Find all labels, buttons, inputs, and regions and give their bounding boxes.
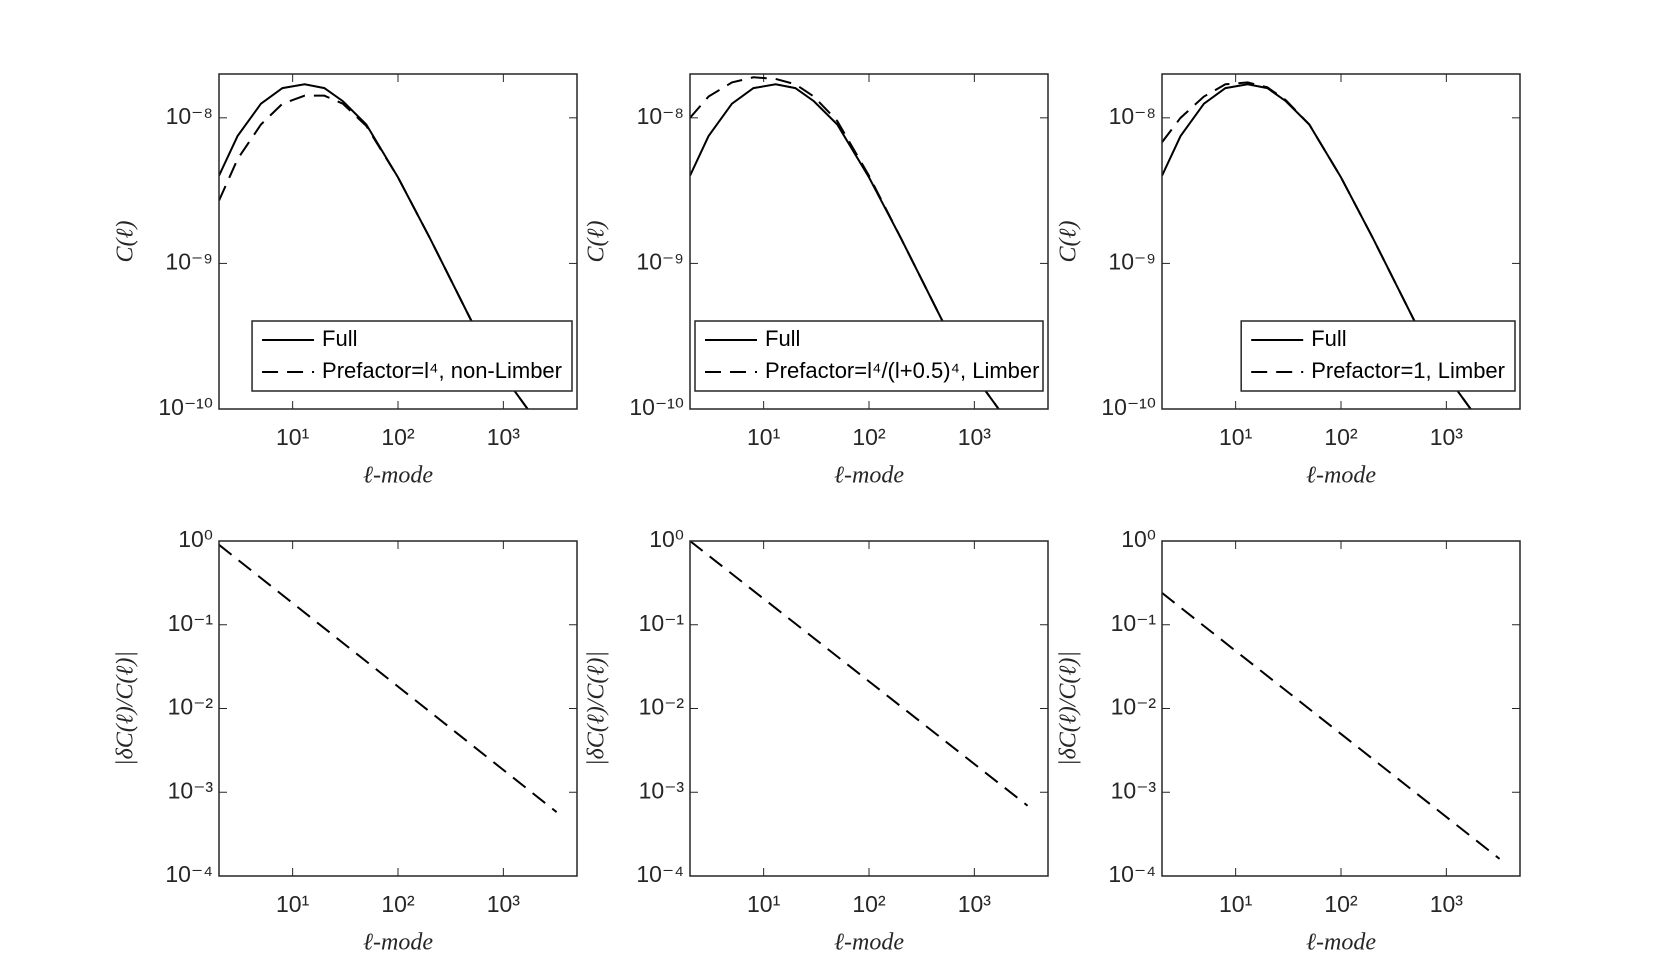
y-tick-label: 10⁻² (639, 694, 685, 720)
y-tick-label: 10⁻⁴ (636, 861, 684, 887)
y-axis-label: |δC(ℓ)/C(ℓ)| (584, 651, 610, 766)
legend-box (694, 320, 1044, 392)
plot-area (219, 541, 577, 876)
plot-area (690, 541, 1048, 876)
series-line (690, 541, 1029, 807)
legend-box (1240, 320, 1516, 392)
y-tick-label: 10⁻⁹ (636, 248, 684, 274)
x-tick-label: 10³ (1430, 891, 1464, 917)
y-tick-label: 10⁻⁴ (165, 861, 213, 887)
legend-label: Full (322, 326, 357, 351)
legend-label: Prefactor=1, Limber (1311, 358, 1505, 383)
y-axis-label: |δC(ℓ)/C(ℓ)| (113, 651, 139, 766)
axes-box (218, 73, 578, 410)
y-tick-label: 10⁻³ (1111, 777, 1157, 803)
series-line (1162, 592, 1501, 860)
legend: Full Prefactor=l⁴, non-Limber (251, 320, 573, 392)
x-tick-label: 10² (1324, 424, 1358, 450)
subplot: 10¹ 10² 10³ 10⁻⁴ 10⁻³ 10⁻² 10⁻¹ 10⁰ ℓ-mode |δC(ℓ)… (1056, 526, 1521, 956)
y-tick-label: 10⁻¹ (168, 610, 214, 636)
legend-label: Prefactor=l⁴/(l+0.5)⁴, Limber (765, 358, 1039, 383)
y-tick-label: 10⁻¹⁰ (1101, 394, 1156, 420)
axes-box (1161, 73, 1521, 410)
y-tick-label: 10⁻¹⁰ (629, 394, 684, 420)
legend-label: Full (1311, 326, 1346, 351)
x-tick-label: 10¹ (276, 424, 310, 450)
x-axis-label: ℓ-mode (1306, 930, 1376, 956)
x-tick-label: 10³ (487, 891, 521, 917)
legend: Full Prefactor=1, Limber (1240, 320, 1516, 392)
y-axis-label: C(ℓ) (113, 221, 139, 263)
y-tick-label: 10⁻¹⁰ (158, 394, 213, 420)
y-tick-label: 10⁰ (178, 526, 213, 552)
subplot: 10¹ 10² 10³ 10⁻⁴ 10⁻³ 10⁻² 10⁻¹ 10⁰ ℓ-mode |δC(ℓ)… (584, 526, 1049, 956)
x-tick-label: 10² (852, 891, 886, 917)
subplot: 10¹ 10² 10³ 10⁻⁴ 10⁻³ 10⁻² 10⁻¹ 10⁰ ℓ-mode |δC(ℓ)… (113, 526, 578, 956)
y-axis-label: C(ℓ) (584, 221, 610, 263)
y-tick-label: 10⁻⁸ (1109, 103, 1156, 129)
x-tick-label: 10² (381, 424, 415, 450)
subplot: 10¹ 10² 10³ 10⁻¹⁰ 10⁻⁹ 10⁻⁸ ℓ-mode C(ℓ) Full Pref… (584, 73, 1049, 489)
series-line (219, 544, 558, 813)
y-tick-label: 10⁻³ (168, 777, 214, 803)
subplot: 10¹ 10² 10³ 10⁻¹⁰ 10⁻⁹ 10⁻⁸ ℓ-mode C(ℓ) Full Pref… (113, 73, 578, 489)
y-axis-label: |δC(ℓ)/C(ℓ)| (1056, 651, 1082, 766)
x-axis-label: ℓ-mode (363, 463, 433, 489)
legend-label: Prefactor=l⁴, non-Limber (322, 358, 562, 383)
axes-box (218, 540, 578, 877)
x-axis-label: ℓ-mode (834, 930, 904, 956)
y-tick-label: 10⁻¹ (639, 610, 685, 636)
legend-label: Full (765, 326, 800, 351)
y-tick-label: 10⁻⁹ (1108, 248, 1156, 274)
x-axis-label: ℓ-mode (363, 930, 433, 956)
x-tick-label: 10³ (958, 424, 992, 450)
x-tick-label: 10² (852, 424, 886, 450)
x-tick-label: 10² (381, 891, 415, 917)
y-tick-label: 10⁻¹ (1111, 610, 1157, 636)
y-tick-label: 10⁻² (168, 694, 214, 720)
x-axis-label: ℓ-mode (1306, 463, 1376, 489)
axes-box (689, 540, 1049, 877)
x-tick-label: 10¹ (747, 891, 781, 917)
x-tick-label: 10¹ (276, 891, 310, 917)
x-tick-label: 10¹ (747, 424, 781, 450)
y-tick-label: 10⁰ (1121, 526, 1156, 552)
plot-area (1162, 541, 1520, 876)
subplot: 10¹ 10² 10³ 10⁻¹⁰ 10⁻⁹ 10⁻⁸ ℓ-mode C(ℓ) Full Pref… (1056, 73, 1521, 489)
x-tick-label: 10¹ (1219, 424, 1253, 450)
axes-box (1161, 540, 1521, 877)
y-tick-label: 10⁻³ (639, 777, 685, 803)
legend-box (251, 320, 573, 392)
y-tick-label: 10⁻⁴ (1108, 861, 1156, 887)
y-axis-label: C(ℓ) (1056, 221, 1082, 263)
x-tick-label: 10² (1324, 891, 1358, 917)
x-tick-label: 10³ (487, 424, 521, 450)
y-tick-label: 10⁻⁹ (165, 248, 213, 274)
y-tick-label: 10⁻⁸ (166, 103, 213, 129)
y-tick-label: 10⁻⁸ (637, 103, 684, 129)
x-tick-label: 10¹ (1219, 891, 1253, 917)
x-axis-label: ℓ-mode (834, 463, 904, 489)
axes-box (689, 73, 1049, 410)
x-tick-label: 10³ (958, 891, 992, 917)
y-tick-label: 10⁻² (1111, 694, 1157, 720)
y-tick-label: 10⁰ (649, 526, 684, 552)
x-tick-label: 10³ (1430, 424, 1464, 450)
legend: Full Prefactor=l⁴/(l+0.5)⁴, Limber (694, 320, 1044, 392)
